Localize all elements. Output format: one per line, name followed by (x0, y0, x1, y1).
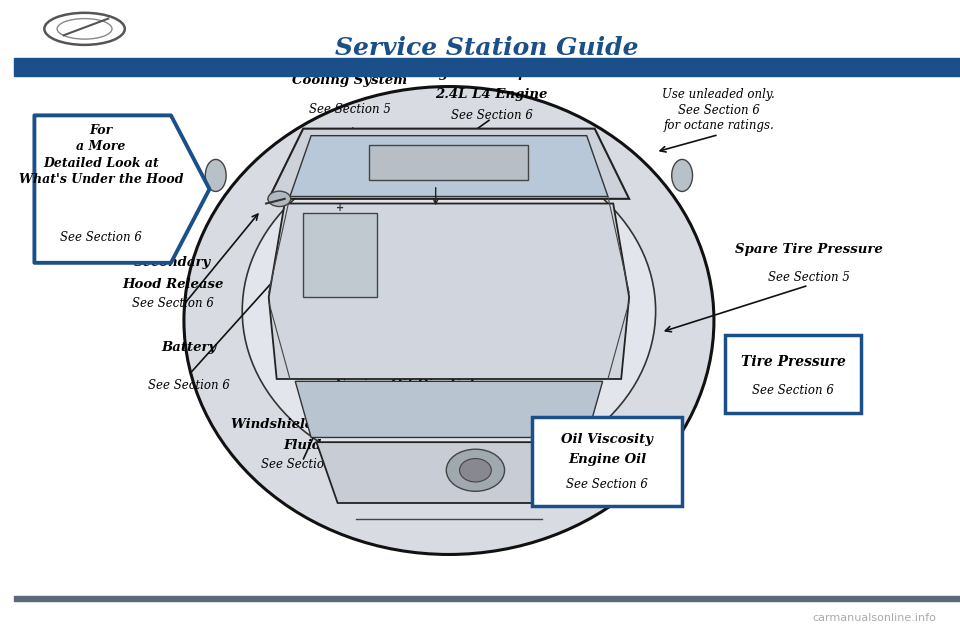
FancyBboxPatch shape (370, 145, 528, 180)
Text: For
a More
Detailed Look at
What's Under the Hood: For a More Detailed Look at What's Under… (18, 124, 183, 187)
Text: See Section 6: See Section 6 (148, 379, 229, 392)
Text: See Section 6: See Section 6 (450, 109, 533, 122)
Text: Engine Oil: Engine Oil (568, 453, 646, 467)
Text: Service Station Guide: Service Station Guide (335, 36, 638, 60)
Text: See Section 6: See Section 6 (261, 458, 343, 471)
Text: Fuel: Fuel (703, 67, 734, 80)
Text: Cooling System: Cooling System (292, 74, 407, 87)
Text: Engine Oil Dipstick: Engine Oil Dipstick (420, 67, 564, 80)
Text: See Section 6: See Section 6 (566, 478, 648, 492)
Text: Windshield Washer: Windshield Washer (230, 418, 373, 431)
Polygon shape (290, 136, 608, 197)
Ellipse shape (446, 449, 505, 491)
Circle shape (268, 191, 291, 206)
Text: Hood Release: Hood Release (122, 278, 224, 290)
Ellipse shape (460, 458, 492, 482)
FancyBboxPatch shape (726, 335, 860, 413)
Ellipse shape (672, 160, 692, 192)
Text: See Section 5: See Section 5 (768, 271, 850, 283)
Text: Use unleaded only.: Use unleaded only. (662, 88, 775, 101)
Text: See Section 5: See Section 5 (308, 103, 391, 115)
Text: Engine Oil Dipstick: Engine Oil Dipstick (334, 378, 478, 391)
Bar (13, 596, 960, 601)
Text: 2.4L L4 Engine: 2.4L L4 Engine (435, 88, 548, 101)
FancyArrowPatch shape (434, 188, 438, 204)
Text: +: + (336, 203, 345, 213)
Text: See Section 6: See Section 6 (752, 384, 834, 397)
Text: See Section 6: See Section 6 (132, 297, 213, 310)
Text: See Section 6: See Section 6 (60, 231, 142, 244)
Polygon shape (269, 129, 629, 199)
Ellipse shape (242, 142, 656, 479)
Polygon shape (269, 204, 629, 379)
Text: Secondary: Secondary (134, 256, 211, 269)
Text: Oil Viscosity: Oil Viscosity (561, 433, 653, 445)
Text: Spare Tire Pressure: Spare Tire Pressure (734, 244, 882, 256)
Text: 3400 V6 Engine: 3400 V6 Engine (348, 399, 466, 412)
Text: Battery: Battery (161, 342, 216, 354)
Text: for octane ratings.: for octane ratings. (663, 119, 774, 131)
Text: See Section 6: See Section 6 (366, 419, 447, 431)
Text: Tire Pressure: Tire Pressure (740, 354, 846, 369)
FancyBboxPatch shape (532, 417, 682, 506)
Text: Fluid: Fluid (283, 439, 322, 452)
Polygon shape (35, 115, 209, 263)
Text: carmanualsonline.info: carmanualsonline.info (812, 613, 936, 623)
Bar (13, 58, 960, 76)
Ellipse shape (205, 160, 227, 192)
Polygon shape (296, 381, 603, 438)
Text: See Section 6: See Section 6 (678, 104, 759, 117)
FancyBboxPatch shape (303, 213, 377, 297)
Polygon shape (317, 442, 582, 503)
Ellipse shape (184, 87, 714, 554)
